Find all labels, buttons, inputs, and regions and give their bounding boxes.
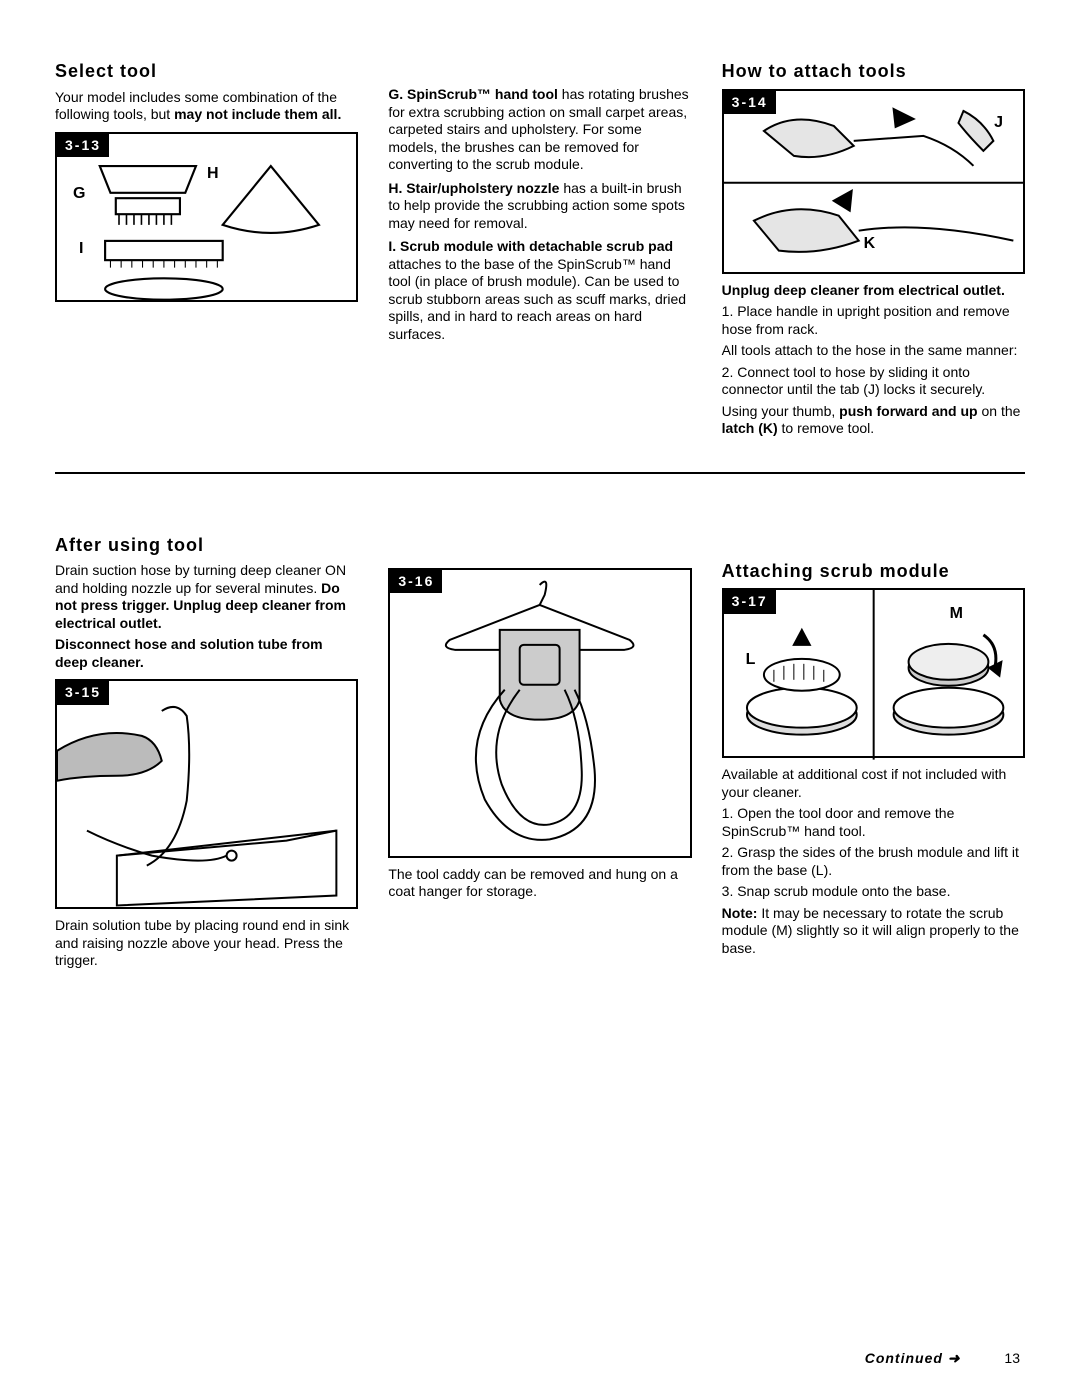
caddy-column: 3-16 The tool caddy can be rem [388, 534, 691, 974]
section-top-row: Select tool Your model includes some com… [55, 60, 1025, 442]
desc-H: H. Stair/upholstery nozzle has a built-i… [388, 180, 691, 233]
after-p2: Disconnect hose and solution tube from d… [55, 636, 358, 671]
scrub-availability: Available at additional cost if not incl… [722, 766, 1025, 801]
after-using-heading: After using tool [55, 534, 358, 557]
figure-3-14-label: 3-14 [724, 91, 776, 115]
callout-I: I [79, 239, 83, 259]
tool-descriptions-column: G. SpinScrub™ hand tool has rotating bru… [388, 60, 691, 442]
attach-step2: 2. Connect tool to hose by sliding it on… [722, 364, 1025, 399]
after-caption: Drain solution tube by placing round end… [55, 917, 358, 970]
page-footer: Continued ➜ 13 [865, 1350, 1020, 1368]
desc-G: G. SpinScrub™ hand tool has rotating bru… [388, 86, 691, 174]
figure-3-13: 3-13 G H I [55, 132, 358, 302]
scrub-module-column: Attaching scrub module 3-17 M L [722, 534, 1025, 974]
attach-step1: 1. Place handle in upright position and … [722, 303, 1025, 338]
callout-K: K [864, 234, 876, 254]
select-tool-intro: Your model includes some combination of … [55, 89, 358, 124]
scrub-heading: Attaching scrub module [722, 560, 1025, 583]
figure-3-17-label: 3-17 [724, 590, 776, 614]
continued-label: Continued ➜ [865, 1350, 961, 1366]
callout-H: H [207, 164, 219, 184]
attach-remove: Using your thumb, push forward and up on… [722, 403, 1025, 438]
callout-J: J [994, 113, 1003, 133]
how-to-attach-column: How to attach tools 3-14 J K [722, 60, 1025, 442]
figure-3-15: 3-15 [55, 679, 358, 909]
callout-M: M [950, 604, 963, 624]
select-tool-column: Select tool Your model includes some com… [55, 60, 358, 442]
caddy-caption: The tool caddy can be removed and hung o… [388, 866, 691, 901]
section-divider [55, 472, 1025, 474]
callout-G: G [73, 184, 85, 204]
scrub-note: Note: It may be necessary to rotate the … [722, 905, 1025, 958]
scrub-step3: 3. Snap scrub module onto the base. [722, 883, 1025, 901]
attach-warning: Unplug deep cleaner from electrical outl… [722, 282, 1025, 300]
figure-3-15-icon [57, 681, 356, 910]
figure-3-15-label: 3-15 [57, 681, 109, 705]
desc-I: I. Scrub module with detachable scrub pa… [388, 238, 691, 343]
figure-3-16-icon [390, 570, 689, 859]
scrub-step2: 2. Grasp the sides of the brush module a… [722, 844, 1025, 879]
manual-page: Select tool Your model includes some com… [55, 60, 1025, 1367]
callout-L: L [746, 650, 756, 670]
figure-3-13-label: 3-13 [57, 134, 109, 158]
figure-3-16-label: 3-16 [390, 570, 442, 594]
attach-note: All tools attach to the hose in the same… [722, 342, 1025, 360]
attach-heading: How to attach tools [722, 60, 1025, 83]
after-using-column: After using tool Drain suction hose by t… [55, 534, 358, 974]
figure-3-16: 3-16 [388, 568, 691, 858]
figure-3-14: 3-14 J K [722, 89, 1025, 274]
select-tool-heading: Select tool [55, 60, 358, 83]
scrub-step1: 1. Open the tool door and remove the Spi… [722, 805, 1025, 840]
figure-3-17: 3-17 M L [722, 588, 1025, 758]
after-p1: Drain suction hose by turning deep clean… [55, 562, 358, 632]
section-bottom-row: After using tool Drain suction hose by t… [55, 534, 1025, 974]
page-number: 13 [1004, 1350, 1020, 1366]
figure-3-17-icon [724, 590, 1023, 760]
figure-3-13-icon [57, 134, 356, 316]
